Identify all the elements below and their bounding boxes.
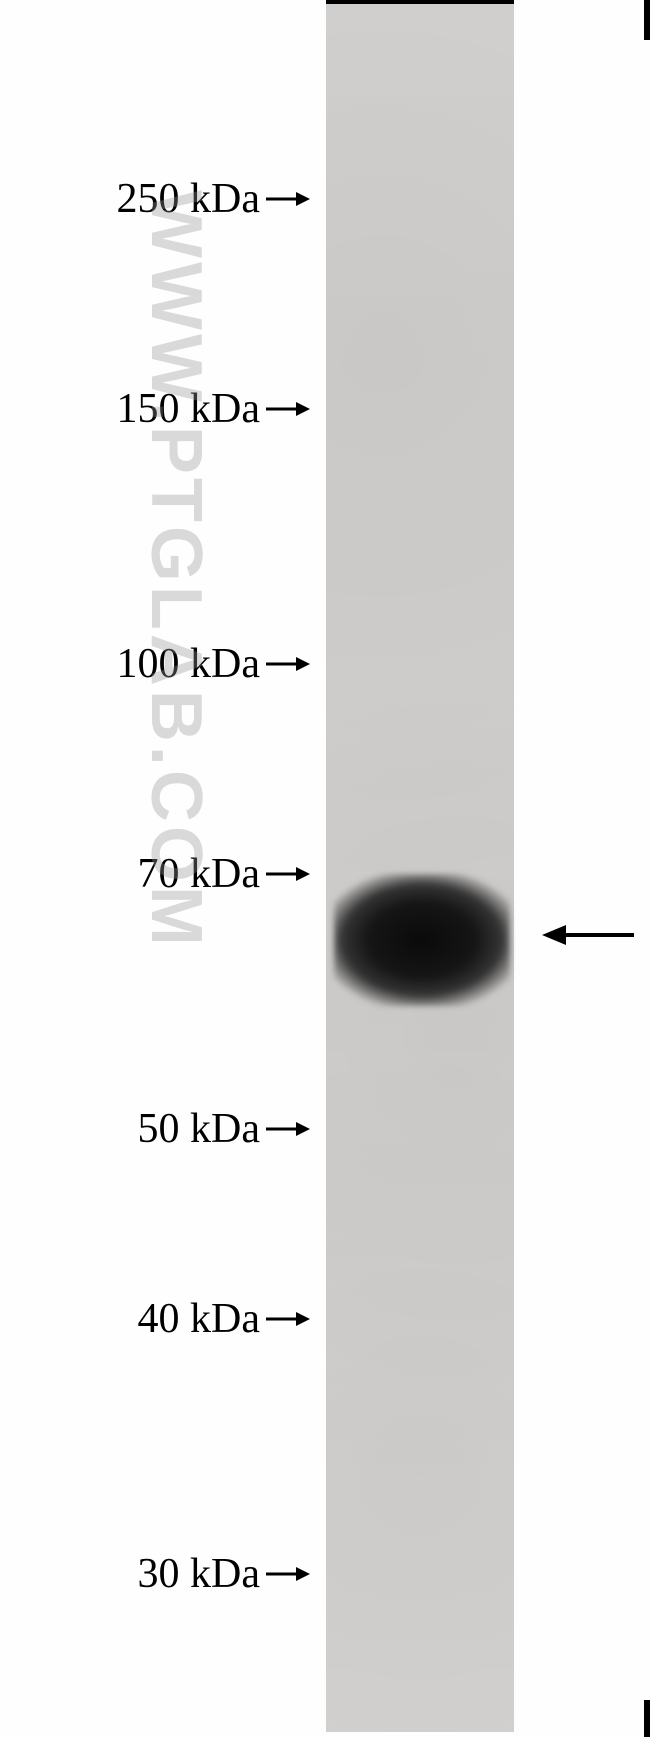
marker-250: 250 kDa <box>117 175 312 223</box>
arrow-right-icon <box>264 397 312 421</box>
lane-top-border <box>326 0 514 4</box>
marker-40: 40 kDa <box>138 1295 312 1343</box>
marker-50-text: 50 kDa <box>138 1105 260 1153</box>
blot-figure: 250 kDa 150 kDa 100 kDa 70 kDa 50 kDa 40… <box>0 0 650 1737</box>
marker-150-text: 150 kDa <box>117 385 260 433</box>
lane-texture <box>326 4 514 1732</box>
marker-50: 50 kDa <box>138 1105 312 1153</box>
marker-30-text: 30 kDa <box>138 1550 260 1598</box>
arrow-right-icon <box>264 1307 312 1331</box>
band-pointer-arrow <box>540 918 636 952</box>
marker-70: 70 kDa <box>138 850 312 898</box>
protein-band <box>334 874 510 1006</box>
marker-30: 30 kDa <box>138 1550 312 1598</box>
marker-150: 150 kDa <box>117 385 312 433</box>
blot-lane <box>326 4 514 1732</box>
watermark-text: WWW.PTGLAB.COM <box>135 190 217 950</box>
marker-100-text: 100 kDa <box>117 640 260 688</box>
right-edge-mark-top <box>644 0 650 40</box>
marker-40-text: 40 kDa <box>138 1295 260 1343</box>
arrow-right-icon <box>264 187 312 211</box>
arrow-right-icon <box>264 652 312 676</box>
marker-250-text: 250 kDa <box>117 175 260 223</box>
marker-70-text: 70 kDa <box>138 850 260 898</box>
arrow-right-icon <box>264 1562 312 1586</box>
right-edge-mark-bottom <box>644 1700 650 1737</box>
arrow-right-icon <box>264 1117 312 1141</box>
marker-100: 100 kDa <box>117 640 312 688</box>
arrow-right-icon <box>264 862 312 886</box>
